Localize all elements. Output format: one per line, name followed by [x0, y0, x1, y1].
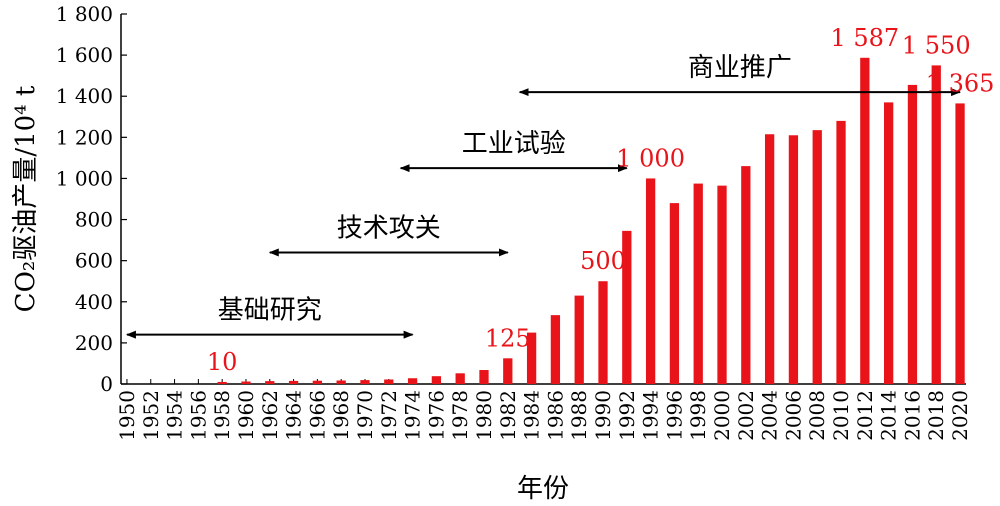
x-ticks: 1950 1952 1954 1956 1958 1960 1962 1964 1966 1968… [115, 379, 972, 441]
bar-1978 [455, 373, 465, 384]
bar-2004 [764, 134, 775, 384]
bar-1996 [669, 203, 680, 384]
bar-1962 [265, 381, 275, 384]
bar-1958 [217, 381, 227, 384]
bar-1980 [479, 370, 489, 384]
bar-2006 [788, 135, 799, 384]
x-tick-label: 1954 [163, 390, 187, 441]
data-label: 500 [580, 247, 626, 275]
bar-1998 [693, 183, 703, 384]
bar-2002 [741, 166, 751, 384]
data-label: 10 [207, 348, 238, 376]
phase-label: 商业推广 [688, 53, 792, 83]
x-tick-label: 1976 [424, 390, 448, 441]
x-tick-label: 1998 [686, 390, 710, 441]
y-tick-label: 600 [75, 249, 113, 273]
y-tick-label: 1 000 [56, 166, 113, 190]
y-tick-label: 1 600 [56, 43, 113, 67]
x-tick-label: 1994 [639, 390, 663, 441]
x-tick-label: 2010 [829, 390, 853, 441]
bar-1976 [431, 376, 442, 384]
x-tick-label: 2002 [734, 390, 758, 441]
x-tick-label: 1962 [258, 390, 282, 441]
x-tick-label: 1990 [591, 390, 615, 441]
y-tick-label: 1 200 [56, 125, 113, 149]
x-tick-label: 1970 [353, 390, 377, 441]
bar-2010 [836, 120, 846, 384]
data-label: 1 587 [830, 24, 899, 52]
bar-2014 [883, 102, 894, 384]
bar-1982 [503, 358, 513, 384]
phase-label: 技术攻关 [337, 213, 441, 243]
bar-2018 [931, 65, 941, 384]
x-tick-label: 2006 [781, 390, 805, 441]
y-tick-label: 800 [75, 208, 113, 232]
data-label: 125 [485, 324, 531, 352]
y-tick-label: 0 [100, 372, 113, 396]
x-tick-label: 1988 [567, 390, 591, 441]
x-tick-label: 1982 [496, 390, 520, 441]
bar-1968 [336, 380, 346, 384]
bar-2008 [812, 130, 822, 384]
bar-1970 [360, 380, 370, 384]
x-tick-label: 2004 [758, 390, 782, 441]
phase-annotations: 基础研究 技术攻关 工业试验 商业推广 [125, 53, 962, 339]
x-tick-label: 1974 [401, 390, 425, 441]
x-tick-label: 2000 [710, 390, 734, 441]
bar-2016 [907, 84, 918, 385]
bar-1966 [312, 380, 323, 384]
phase-label: 基础研究 [218, 296, 322, 326]
bar-1964 [288, 380, 299, 384]
bar-1990 [598, 281, 608, 384]
x-tick-label: 2008 [805, 390, 829, 441]
y-tick-label: 400 [75, 290, 113, 314]
bar-1992 [622, 230, 632, 384]
bar-1986 [550, 315, 561, 384]
x-tick-label: 1966 [305, 390, 329, 441]
x-tick-label: 1972 [377, 390, 401, 441]
x-tick-label: 1960 [234, 390, 258, 441]
x-axis-title: 年份 [517, 474, 569, 504]
x-tick-label: 1956 [186, 390, 210, 441]
bar-1988 [574, 295, 584, 384]
bars [217, 57, 965, 385]
phase-label: 工业试验 [462, 129, 566, 159]
x-tick-label: 1968 [329, 390, 353, 441]
y-tick-label: 1 400 [56, 84, 113, 108]
x-tick-label: 2014 [877, 390, 901, 441]
x-tick-label: 1950 [115, 390, 139, 441]
x-tick-label: 1986 [543, 390, 567, 441]
y-tick-label: 200 [75, 331, 113, 355]
x-tick-label: 2012 [853, 390, 877, 441]
x-tick-label: 1958 [210, 390, 234, 441]
x-tick-label: 2020 [948, 390, 972, 441]
axes [120, 14, 966, 385]
y-ticks: 0 200 400 600 800 1 000 1 200 1 400 1 600 1 800 [56, 2, 127, 396]
bar-1994 [645, 178, 656, 384]
bar-1974 [407, 378, 418, 384]
x-tick-label: 2016 [900, 390, 924, 441]
x-tick-label: 1978 [448, 390, 472, 441]
bar-1984 [526, 332, 537, 384]
bar-1972 [384, 379, 394, 384]
x-tick-label: 1952 [139, 390, 163, 441]
x-tick-label: 1992 [615, 390, 639, 441]
bar-2012 [860, 57, 870, 385]
bar-2000 [717, 185, 727, 384]
data-label: 1 365 [926, 69, 995, 97]
bar-1960 [241, 381, 251, 384]
data-label: 1 550 [902, 31, 971, 59]
y-axis-title: CO₂驱油产量/10⁴ t [11, 85, 41, 312]
x-tick-label: 1980 [472, 390, 496, 441]
data-labels: 10 125 500 1 000 1 587 1 550 1 365 [207, 24, 995, 376]
x-tick-label: 1964 [282, 390, 306, 441]
x-tick-label: 1984 [520, 390, 544, 441]
x-tick-label: 2018 [924, 390, 948, 441]
x-tick-label: 1996 [662, 390, 686, 441]
data-label: 1 000 [616, 144, 685, 172]
bar-2020 [955, 103, 965, 385]
y-tick-label: 1 800 [56, 2, 113, 26]
